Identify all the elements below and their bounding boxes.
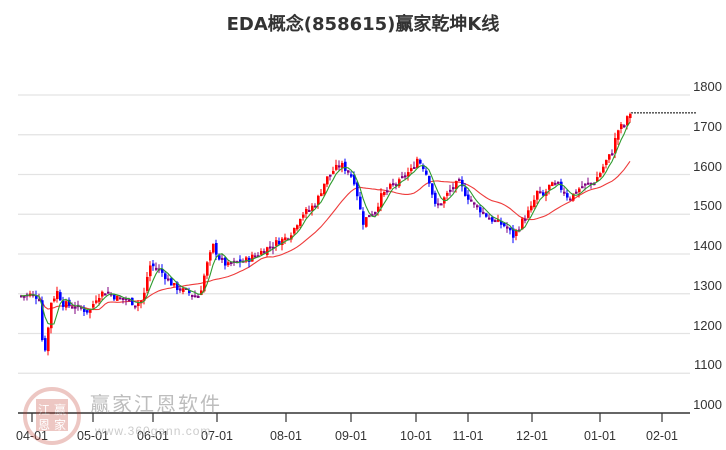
y-tick-label: 1400 — [693, 238, 722, 253]
y-tick-label: 1700 — [693, 118, 722, 134]
y-tick-label: 1600 — [693, 158, 722, 174]
candlesticks — [20, 112, 632, 356]
y-tick-label: 1500 — [693, 198, 722, 214]
y-tick-label: 1200 — [693, 317, 722, 333]
svg-text:恩: 恩 — [38, 418, 50, 432]
x-tick-label: 04-01 — [16, 429, 48, 443]
x-tick-label: 06-01 — [137, 429, 169, 443]
x-tick-label: 02-01 — [646, 429, 678, 443]
short-moving-average — [21, 121, 631, 325]
y-tick-label: 1300 — [693, 277, 722, 293]
x-tick-label: 08-01 — [270, 429, 302, 443]
long-moving-average — [21, 160, 631, 311]
svg-text:江: 江 — [38, 403, 50, 417]
x-tick-label: 07-01 — [201, 429, 233, 443]
y-tick-label: 1000 — [693, 397, 722, 412]
x-tick-label: 01-01 — [584, 429, 616, 443]
gridlines — [18, 94, 690, 374]
x-tick-label: 05-01 — [77, 429, 109, 443]
watermark-seal-icon: 江 赢 恩 家 — [23, 387, 81, 445]
svg-text:赢: 赢 — [54, 402, 66, 417]
x-tick-label: 09-01 — [335, 429, 367, 443]
watermark-brand: 赢家江恩软件 — [90, 392, 222, 416]
y-tick-label: 1800 — [693, 79, 722, 94]
x-tick-label: 11-01 — [452, 429, 484, 443]
x-axis — [18, 412, 690, 422]
chart-title: EDA概念(858615)赢家乾坤K线 — [226, 14, 500, 35]
x-tick-label: 12-01 — [516, 429, 548, 443]
svg-text:家: 家 — [54, 417, 66, 432]
watermark-url: www.360gann.com — [95, 424, 212, 438]
y-tick-label: 1100 — [694, 357, 722, 373]
x-tick-label: 10-01 — [400, 429, 432, 443]
